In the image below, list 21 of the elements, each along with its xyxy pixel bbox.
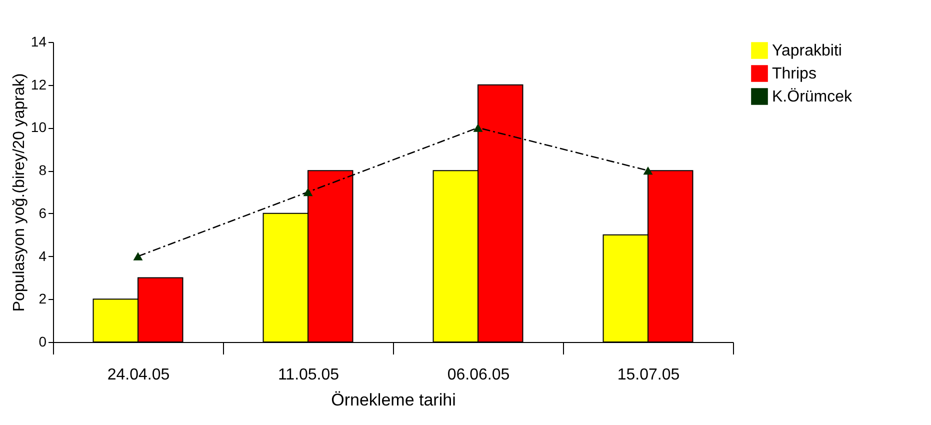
y-axis-title: Populasyon yoğ.(birey/20 yaprak) — [10, 73, 28, 312]
legend-label: K.Örümcek — [772, 88, 854, 106]
legend-label: Thrips — [772, 66, 816, 82]
point — [303, 188, 313, 196]
y-tick-label: 8 — [38, 162, 47, 178]
y-tick-label: 10 — [30, 119, 47, 136]
point — [473, 124, 483, 132]
x-tick-label: 06.06.05 — [447, 366, 510, 384]
y-tick-label: 0 — [38, 334, 47, 350]
point — [643, 166, 653, 175]
point — [133, 252, 143, 260]
y-tick-label: 6 — [38, 204, 47, 221]
legend-label: Yaprakbiti — [772, 42, 842, 60]
y-tick-label: 12 — [30, 76, 47, 92]
x-tick-label: 11.05.05 — [278, 366, 340, 384]
x-tick-label: 15.07.05 — [617, 366, 680, 384]
x-axis-title: Örnekleme tarihi — [331, 390, 456, 410]
y-tick-label: 14 — [30, 34, 47, 50]
y-tick-label: 4 — [38, 248, 47, 264]
x-tick-label: 24.04.05 — [107, 366, 170, 384]
y-tick-label: 2 — [38, 290, 47, 307]
